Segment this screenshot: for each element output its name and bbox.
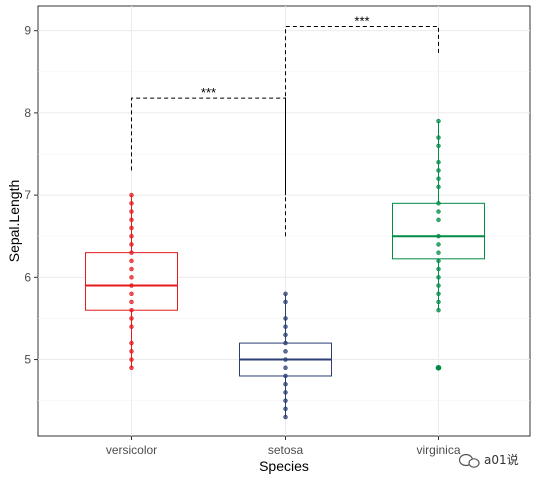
- data-point: [129, 250, 134, 255]
- data-point: [436, 217, 441, 222]
- data-point: [436, 234, 441, 239]
- data-point: [283, 332, 288, 338]
- y-tick-label: 7: [24, 188, 31, 202]
- data-point: [283, 365, 288, 370]
- data-point: [436, 209, 441, 214]
- x-tick-label: setosa: [268, 443, 304, 457]
- data-point: [129, 357, 134, 362]
- outlier-point: [435, 364, 442, 371]
- data-point: [436, 299, 441, 305]
- boxplot-versicolor: [85, 192, 178, 370]
- data-point: [436, 291, 441, 296]
- data-point: [283, 299, 288, 305]
- y-tick-label: 9: [24, 24, 31, 38]
- y-tick-label: 8: [24, 106, 31, 120]
- data-point: [283, 324, 288, 329]
- data-point: [283, 291, 288, 296]
- data-point: [283, 390, 288, 395]
- data-point: [436, 266, 441, 272]
- significance-brackets: *** ***: [131, 14, 439, 237]
- data-point: [129, 225, 134, 231]
- x-axis-title: Species: [259, 458, 309, 474]
- data-point: [129, 192, 134, 198]
- data-point: [436, 176, 441, 181]
- chat-bubble-icon: [458, 453, 480, 468]
- data-point: [283, 349, 288, 354]
- data-point: [129, 275, 134, 280]
- data-point: [436, 184, 441, 190]
- data-point: [436, 242, 441, 247]
- y-tick-label: 5: [24, 353, 31, 367]
- significance-label: ***: [354, 14, 369, 29]
- box: [392, 202, 485, 260]
- data-point: [436, 283, 441, 288]
- data-point: [283, 316, 288, 321]
- x-tick-label: versicolor: [106, 443, 157, 457]
- data-point: [129, 234, 134, 239]
- data-point: [129, 266, 134, 272]
- data-point: [129, 349, 134, 354]
- y-tick-label: 6: [24, 270, 31, 284]
- data-point: [283, 357, 288, 362]
- x-axis: versicolor setosa virginica: [106, 436, 461, 457]
- data-point: [129, 316, 134, 321]
- data-point: [436, 258, 441, 264]
- data-point: [129, 308, 134, 313]
- data-point: [129, 324, 134, 329]
- data-point: [129, 283, 134, 288]
- data-point: [283, 414, 288, 420]
- data-point: [283, 340, 288, 346]
- data-point: [129, 201, 134, 206]
- watermark-text: a01说: [484, 452, 519, 467]
- data-point: [129, 299, 134, 305]
- data-point: [129, 258, 134, 264]
- significance-bracket: [131, 97, 286, 196]
- data-point: [283, 373, 288, 379]
- boxplot-virginica: [392, 118, 485, 371]
- significance-label: ***: [201, 85, 216, 100]
- data-point: [129, 340, 134, 346]
- y-axis-title: Sepal.Length: [6, 180, 22, 263]
- boxplots: [85, 118, 485, 420]
- data-point: [129, 209, 134, 214]
- data-point: [436, 118, 441, 124]
- data-point: [436, 160, 441, 165]
- y-axis: 5 6 7 8 9: [24, 24, 38, 367]
- data-point: [436, 201, 441, 206]
- x-tick-label: virginica: [416, 443, 460, 457]
- data-point: [129, 365, 134, 370]
- data-point: [436, 168, 441, 173]
- data-point: [129, 217, 134, 222]
- data-point: [129, 242, 134, 247]
- data-point: [436, 308, 441, 313]
- data-point: [436, 143, 441, 148]
- data-point: [436, 135, 441, 140]
- data-point: [283, 398, 288, 403]
- data-point: [283, 382, 288, 387]
- boxplot-setosa: [239, 291, 332, 420]
- data-point: [436, 250, 441, 255]
- watermark: a01说: [458, 452, 519, 468]
- data-point: [129, 291, 134, 296]
- data-point: [283, 406, 288, 412]
- data-point: [436, 275, 441, 280]
